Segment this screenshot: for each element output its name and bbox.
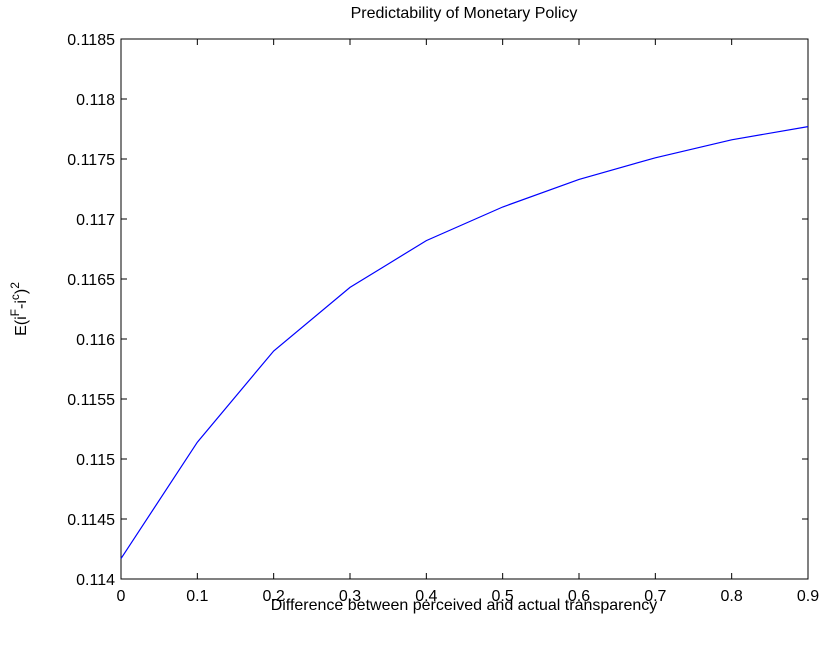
x-axis-label: Difference between perceived and actual … xyxy=(271,597,658,614)
x-tick-label: 0 xyxy=(117,588,126,605)
y-axis-label-part: c xyxy=(8,294,22,300)
x-tick-label: 0.2 xyxy=(263,588,285,605)
y-tick-label: 0.118 xyxy=(76,92,115,109)
y-axis-label-part: -i xyxy=(13,300,30,309)
y-tick-label: 0.1155 xyxy=(67,392,115,409)
chart-title: Predictability of Monetary Policy xyxy=(351,5,578,22)
x-tick-label: 0.5 xyxy=(492,588,514,605)
y-tick-label: 0.1185 xyxy=(67,32,115,49)
data-line xyxy=(120,126,809,559)
x-tick-label: 0.7 xyxy=(644,588,666,605)
y-axis-label-part: E(i xyxy=(13,316,30,336)
x-tick-label: 0.3 xyxy=(339,588,361,605)
y-tick-label: 0.1145 xyxy=(67,512,115,529)
y-tick-label: 0.117 xyxy=(76,212,115,229)
x-tick-label: 0.9 xyxy=(797,588,819,605)
plot-frame xyxy=(120,38,809,580)
y-axis-label-part: 2 xyxy=(8,282,22,289)
y-axis-label-part: F xyxy=(8,309,22,316)
y-axis-label: E(iF-ic)2 xyxy=(8,282,30,336)
y-axis-label-part: ) xyxy=(13,289,30,294)
y-tick-label: 0.114 xyxy=(76,572,115,589)
y-tick-label: 0.1165 xyxy=(67,272,115,289)
x-tick-label: 0.4 xyxy=(415,588,437,605)
x-tick-label: 0.6 xyxy=(568,588,590,605)
y-tick-label: 0.116 xyxy=(76,332,115,349)
y-tick-label: 0.1175 xyxy=(67,152,115,169)
y-tick-label: 0.115 xyxy=(76,452,115,469)
x-tick-label: 0.8 xyxy=(721,588,743,605)
x-tick-label: 0.1 xyxy=(186,588,208,605)
